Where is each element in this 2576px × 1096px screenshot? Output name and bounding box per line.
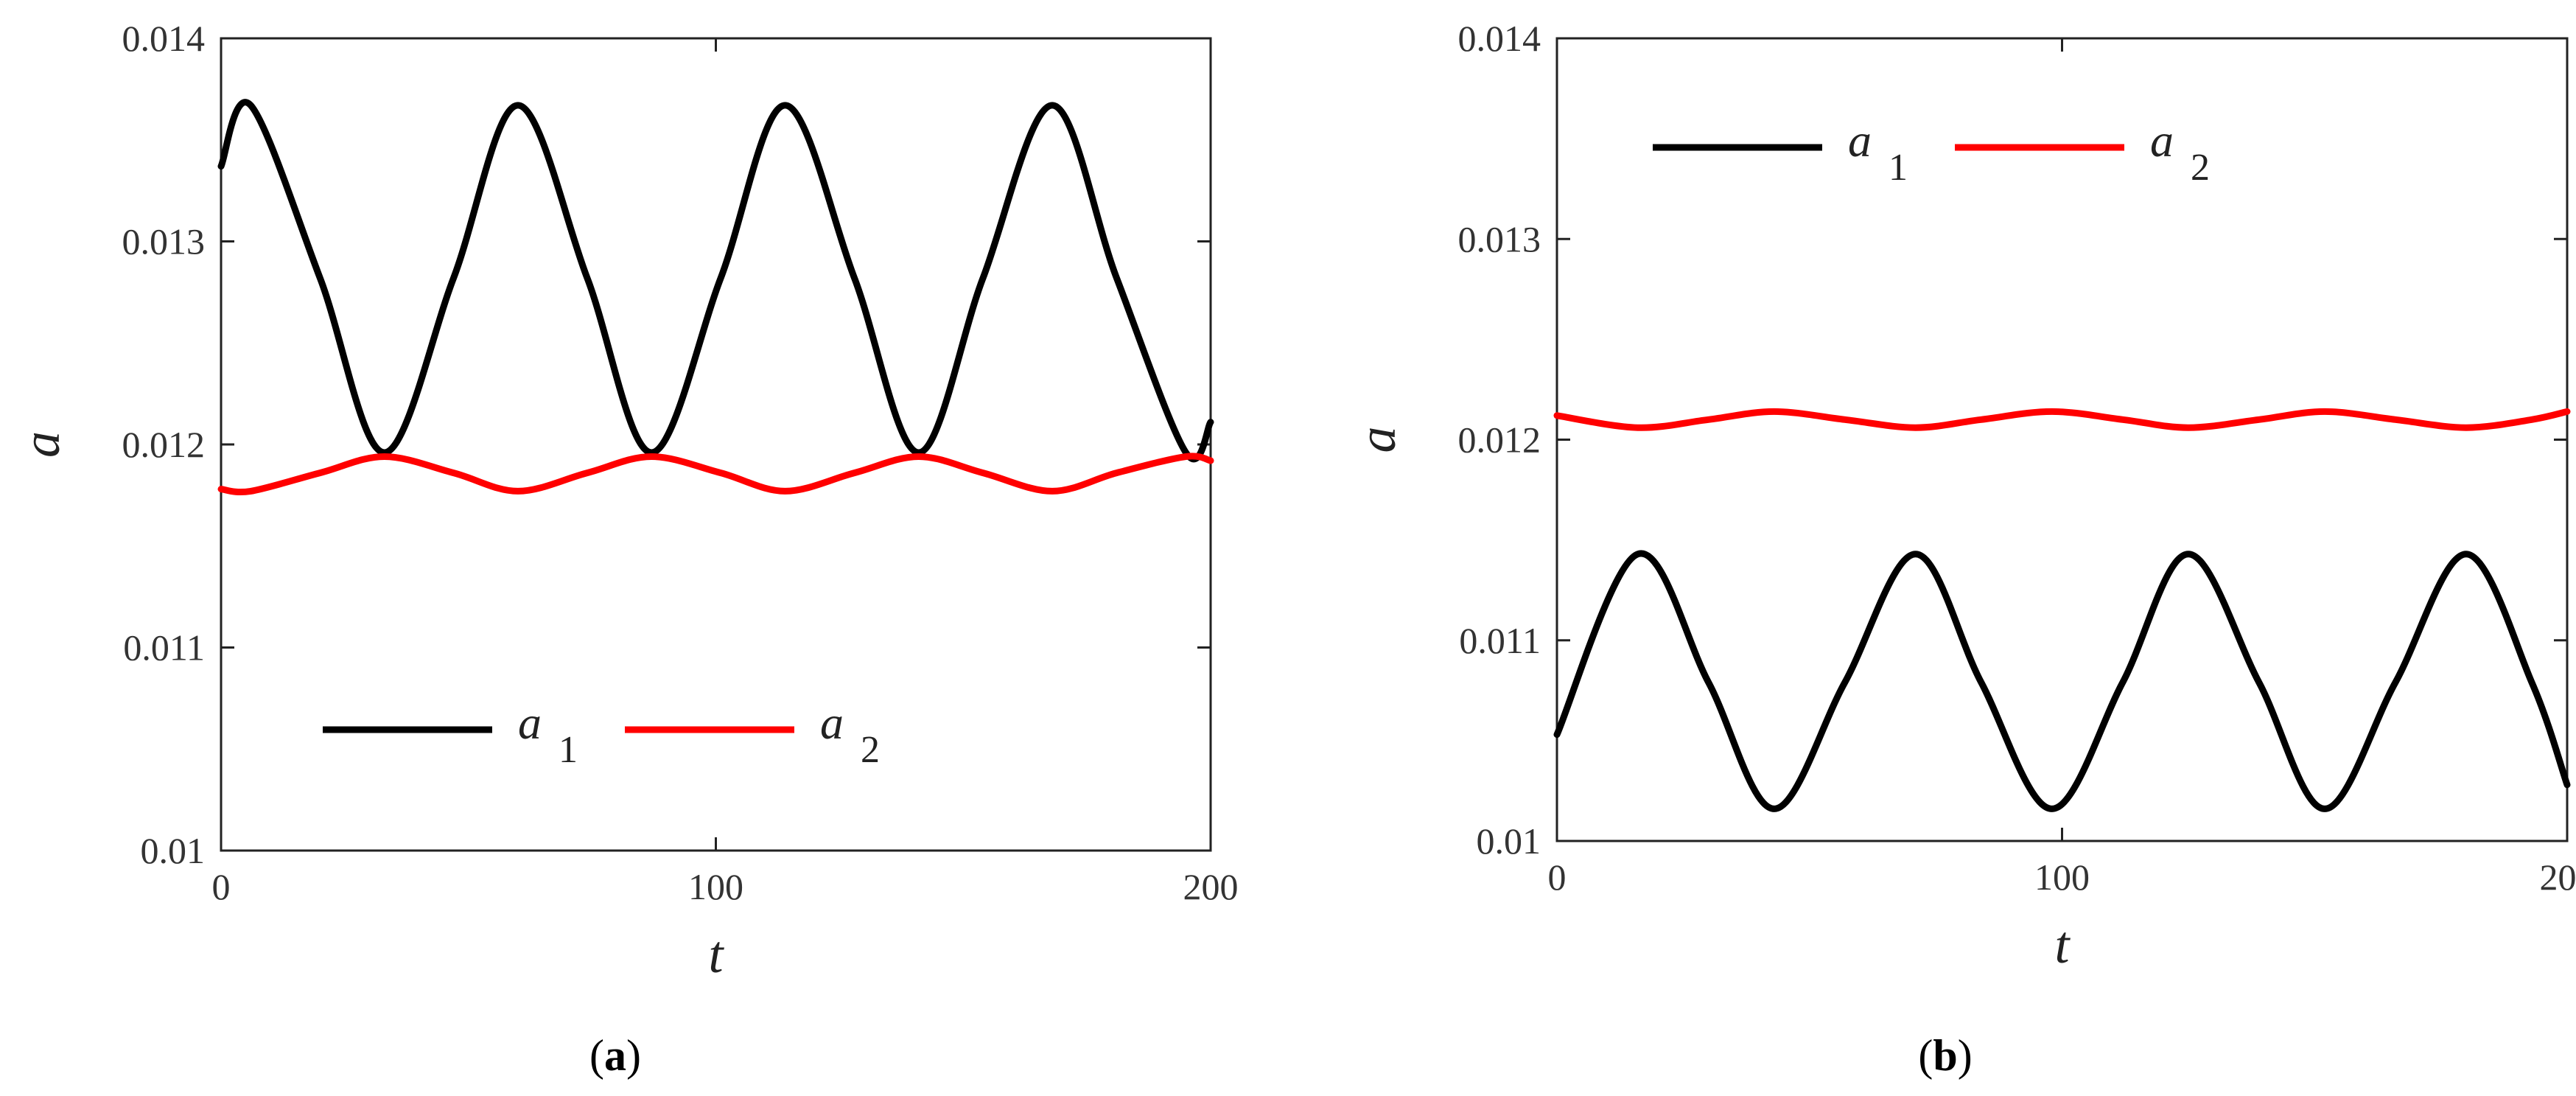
x-tick-label: 200 — [2540, 856, 2576, 898]
legend-label: a — [820, 697, 844, 749]
legend-label: a — [518, 697, 542, 749]
x-tick-label: 200 — [1183, 866, 1239, 907]
y-tick-label: 0.013 — [122, 221, 206, 262]
caption-open-paren: ( — [1918, 1031, 1933, 1080]
x-axis-label: t — [708, 925, 724, 984]
legend-label-subscript: 1 — [559, 729, 578, 771]
plot-area — [1555, 37, 2569, 842]
y-tick-label: 0.01 — [141, 830, 206, 871]
plot-area — [220, 37, 1212, 852]
caption-close-paren: ) — [626, 1031, 641, 1080]
y-tick-label: 0.012 — [122, 424, 206, 465]
caption-letter: b — [1933, 1031, 1957, 1080]
y-tick-label: 0.012 — [1458, 419, 1541, 461]
legend-label-subscript: 1 — [1889, 147, 1908, 189]
caption-open-paren: ( — [589, 1031, 604, 1080]
y-tick-label: 0.011 — [1459, 620, 1541, 661]
legend-label: a — [2150, 114, 2174, 167]
y-axis-label: a — [12, 431, 71, 458]
series-line-a1 — [1553, 550, 2571, 812]
legend-label-subscript: 2 — [2191, 147, 2210, 189]
caption-close-paren: ) — [1958, 1031, 1973, 1080]
series-line-a1 — [217, 99, 1214, 463]
x-tick-label: 0 — [1548, 856, 1567, 898]
x-tick-label: 100 — [2034, 856, 2090, 898]
caption-letter: a — [604, 1031, 626, 1080]
y-axis-label: a — [1348, 427, 1407, 453]
y-tick-label: 0.011 — [123, 627, 205, 669]
legend-label: a — [1848, 114, 1872, 167]
panel-caption: (b) — [1918, 1031, 1972, 1080]
y-tick-label: 0.014 — [122, 18, 206, 59]
x-tick-label: 0 — [212, 866, 231, 907]
series-line-a2 — [217, 453, 1214, 496]
y-tick-label: 0.013 — [1458, 218, 1541, 259]
x-axis-label: t — [2054, 915, 2071, 974]
y-tick-label: 0.014 — [1458, 18, 1541, 59]
series-line-a2 — [1553, 408, 2571, 431]
panel-caption: (a) — [589, 1031, 641, 1080]
x-tick-label: 100 — [688, 866, 743, 907]
legend-label-subscript: 2 — [861, 729, 880, 771]
y-tick-label: 0.01 — [1477, 820, 1541, 862]
